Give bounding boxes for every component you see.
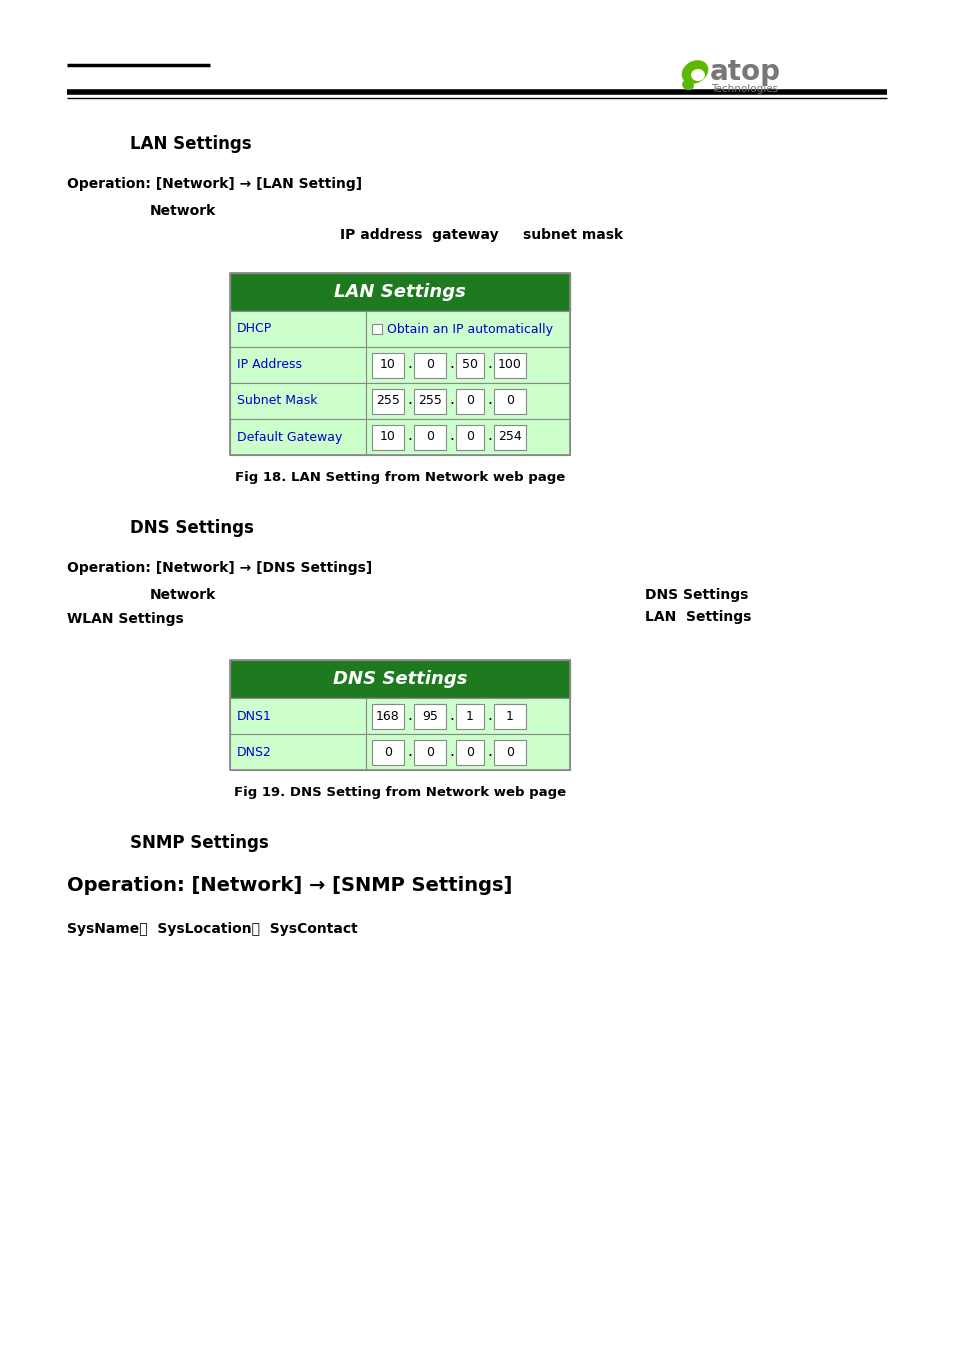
Text: 10: 10: [379, 431, 395, 444]
Text: .: .: [449, 707, 454, 722]
Text: .: .: [449, 744, 454, 759]
Bar: [230, 418, 569, 455]
Text: 0: 0: [426, 745, 434, 759]
Bar: [230, 273, 569, 311]
Text: .: .: [407, 393, 412, 408]
Bar: [230, 273, 569, 455]
Text: 0: 0: [465, 431, 474, 444]
Ellipse shape: [681, 61, 707, 84]
Text: Operation: [Network] → [SNMP Settings]: Operation: [Network] → [SNMP Settings]: [67, 876, 512, 895]
Bar: [230, 383, 569, 418]
Text: 95: 95: [421, 710, 437, 722]
Text: atop: atop: [709, 58, 780, 86]
Text: 255: 255: [417, 394, 441, 408]
Bar: [372, 389, 403, 414]
Text: 100: 100: [497, 359, 521, 371]
Text: Operation: [Network] → [DNS Settings]: Operation: [Network] → [DNS Settings]: [67, 562, 372, 575]
Text: WLAN Settings: WLAN Settings: [67, 612, 184, 626]
Text: 168: 168: [375, 710, 399, 722]
Bar: [230, 310, 569, 347]
Bar: [456, 352, 483, 378]
Bar: [456, 425, 483, 450]
Text: Technologies: Technologies: [711, 84, 778, 95]
Text: 0: 0: [465, 745, 474, 759]
Text: .: .: [449, 356, 454, 371]
Text: DNS Settings: DNS Settings: [333, 670, 467, 688]
Bar: [414, 425, 446, 450]
Bar: [414, 352, 446, 378]
Text: DNS Settings: DNS Settings: [644, 589, 747, 602]
Text: SysName、  SysLocation、  SysContact: SysName、 SysLocation、 SysContact: [67, 922, 357, 936]
Text: 254: 254: [497, 431, 521, 444]
Text: DNS2: DNS2: [236, 745, 272, 759]
Bar: [456, 389, 483, 414]
Text: DNS Settings: DNS Settings: [130, 518, 253, 537]
Text: SNMP Settings: SNMP Settings: [130, 834, 269, 852]
Bar: [372, 425, 403, 450]
Bar: [230, 660, 569, 769]
Bar: [414, 740, 446, 765]
Text: DNS1: DNS1: [236, 710, 272, 722]
Text: IP address  gateway     subnet mask: IP address gateway subnet mask: [339, 228, 622, 242]
Bar: [414, 703, 446, 729]
Bar: [230, 698, 569, 734]
Text: Obtain an IP automatically: Obtain an IP automatically: [387, 323, 553, 336]
Text: Fig 19. DNS Setting from Network web page: Fig 19. DNS Setting from Network web pag…: [233, 786, 565, 799]
Bar: [230, 734, 569, 770]
Text: 0: 0: [426, 359, 434, 371]
Bar: [372, 352, 403, 378]
Bar: [414, 389, 446, 414]
Text: IP Address: IP Address: [236, 359, 302, 371]
Text: 255: 255: [375, 394, 399, 408]
Ellipse shape: [690, 69, 704, 81]
Bar: [372, 703, 403, 729]
Text: 0: 0: [426, 431, 434, 444]
Bar: [494, 389, 525, 414]
Text: Network: Network: [150, 589, 216, 602]
Bar: [230, 660, 569, 698]
Text: .: .: [449, 428, 454, 444]
Text: 1: 1: [505, 710, 514, 722]
Text: .: .: [407, 744, 412, 759]
Bar: [372, 740, 403, 765]
Bar: [494, 352, 525, 378]
Text: .: .: [407, 428, 412, 444]
Text: .: .: [407, 356, 412, 371]
Text: .: .: [486, 428, 492, 444]
Text: LAN Settings: LAN Settings: [130, 135, 252, 153]
Bar: [456, 740, 483, 765]
Text: 0: 0: [505, 394, 514, 408]
Bar: [494, 740, 525, 765]
Text: .: .: [407, 707, 412, 722]
Bar: [494, 703, 525, 729]
Text: LAN Settings: LAN Settings: [334, 284, 465, 301]
Text: .: .: [486, 393, 492, 408]
Text: Subnet Mask: Subnet Mask: [236, 394, 317, 408]
Text: Default Gateway: Default Gateway: [236, 431, 342, 444]
Text: 0: 0: [384, 745, 392, 759]
Bar: [494, 425, 525, 450]
Text: .: .: [486, 707, 492, 722]
Text: 0: 0: [465, 394, 474, 408]
Text: Operation: [Network] → [LAN Setting]: Operation: [Network] → [LAN Setting]: [67, 177, 362, 190]
Text: DHCP: DHCP: [236, 323, 272, 336]
Text: 50: 50: [461, 359, 477, 371]
Text: 10: 10: [379, 359, 395, 371]
Bar: [456, 703, 483, 729]
Text: 1: 1: [466, 710, 474, 722]
Bar: [372, 324, 381, 333]
Ellipse shape: [681, 80, 693, 90]
Text: Network: Network: [150, 204, 216, 217]
Text: 0: 0: [505, 745, 514, 759]
Text: .: .: [486, 744, 492, 759]
Text: Fig 18. LAN Setting from Network web page: Fig 18. LAN Setting from Network web pag…: [234, 471, 564, 485]
Text: .: .: [449, 393, 454, 408]
Bar: [230, 347, 569, 383]
Text: .: .: [486, 356, 492, 371]
Text: LAN  Settings: LAN Settings: [644, 610, 751, 624]
